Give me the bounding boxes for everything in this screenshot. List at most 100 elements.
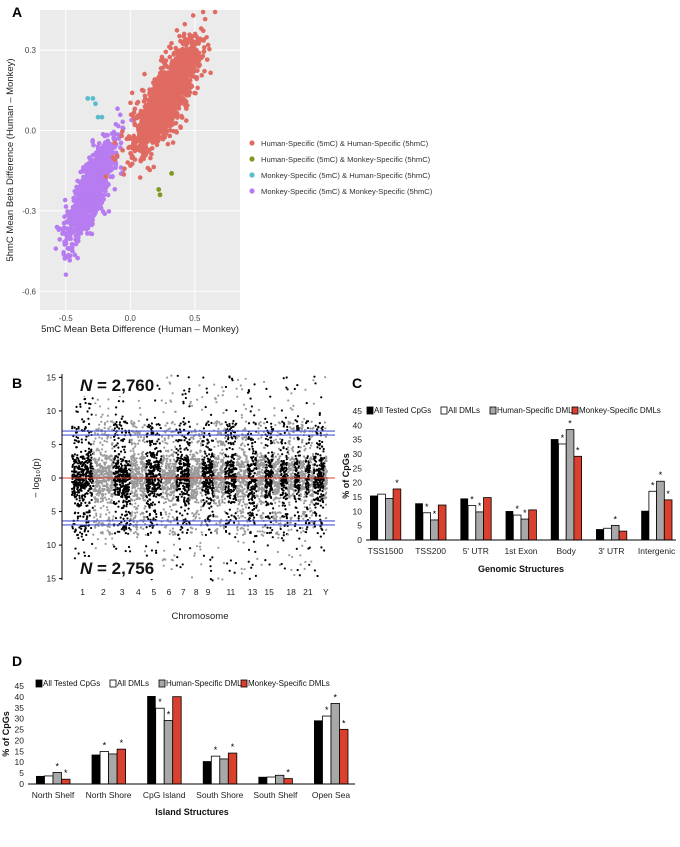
panel-a-point-hh (128, 100, 133, 106)
panel-b-point (121, 493, 124, 496)
panel-b-point (100, 415, 103, 419)
panel-b-point (76, 473, 79, 476)
panel-b-point (124, 500, 127, 503)
panel-b-point (161, 559, 164, 562)
panel-b-point (131, 459, 134, 462)
panel-b-point (70, 493, 74, 496)
panel-b-point (147, 533, 150, 537)
panel-b-point (75, 498, 78, 501)
panel-b-point (155, 446, 158, 450)
panel-b-point (145, 554, 148, 557)
panel-b-point (155, 453, 159, 457)
panel-b-point (120, 460, 123, 463)
panel-a-point-mm (62, 197, 68, 203)
panel-b-point (76, 491, 79, 494)
panel-a-point-hh (157, 74, 162, 80)
panel-a-point-hh (158, 58, 164, 63)
panel-a-point-mm (93, 209, 98, 215)
panel-a-point-hh (138, 140, 144, 146)
panel-b-point (164, 401, 167, 405)
panel-b-point (87, 417, 90, 420)
panel-a-point-hh (169, 116, 175, 122)
panel-b-point (86, 468, 89, 471)
panel-b-point (168, 427, 172, 430)
panel-a-point-mm (112, 186, 118, 192)
panel-a-point-mm (81, 174, 86, 180)
panel-b-point (94, 480, 97, 484)
panel-b-point (123, 451, 127, 454)
panel-b-point (145, 526, 148, 529)
panel-b-point (79, 531, 82, 534)
panel-a-point-mm (113, 122, 119, 127)
panel-b-point (117, 493, 121, 497)
panel-a-point-hh (121, 172, 127, 177)
panel-b-point (171, 392, 174, 395)
panel-b-point (85, 518, 88, 521)
panel-b-point (141, 474, 144, 478)
panel-b-point (134, 445, 137, 448)
panel-a-point-mm (97, 197, 102, 203)
panel-b-point (83, 554, 87, 557)
panel-b-point (129, 497, 132, 500)
panel-b-point (152, 442, 155, 445)
panel-a-point-hh (132, 121, 137, 126)
panel-b-point (78, 480, 81, 484)
panel-a-legend-marker-0 (249, 140, 255, 146)
panel-a-point-hh (171, 89, 177, 94)
panel-b-point (125, 473, 128, 477)
panel-b-point (81, 470, 84, 473)
panel-a-point-mm (120, 125, 125, 131)
panel-b-point (113, 445, 116, 448)
panel-b-letter: B (12, 375, 22, 391)
panel-b-point (127, 486, 131, 489)
panel-b-point (149, 521, 153, 524)
panel-b-point (117, 453, 120, 456)
panel-b-point (161, 462, 164, 466)
panel-b-point (87, 511, 90, 514)
panel-b-point (90, 462, 93, 465)
panel-a-point-hh (129, 90, 135, 96)
panel-b-point (155, 515, 158, 518)
panel-b-point (158, 460, 161, 464)
panel-a-point-hh (179, 70, 184, 75)
panel-b-point (125, 513, 129, 516)
panel-a-point-mm (90, 166, 96, 171)
panel-b-point (158, 472, 161, 476)
panel-b-point (107, 489, 110, 493)
panel-b-point (137, 533, 140, 536)
panel-b-point (134, 502, 137, 505)
panel-a-point-hh (140, 151, 146, 156)
panel-b-point (145, 465, 148, 468)
panel-b-point (124, 421, 127, 424)
panel-a-point-mm (88, 213, 94, 219)
panel-a-point-mm (84, 164, 90, 170)
panel-b-point (141, 450, 145, 454)
panel-b-point (94, 432, 97, 435)
panel-b-point (111, 489, 114, 492)
panel-b-point (135, 528, 138, 531)
panel-b-point (73, 426, 76, 429)
panel-a-point-hh (185, 88, 191, 94)
panel-b-point (156, 432, 159, 435)
panel-b-point (124, 480, 127, 483)
panel-b-point (97, 449, 100, 452)
panel-b-point (93, 484, 97, 488)
panel-b-point (129, 449, 132, 452)
panel-b-point (130, 503, 134, 506)
panel-b-point (96, 463, 99, 466)
panel-b-point (122, 400, 125, 403)
panel-a-point-mm (83, 194, 89, 200)
panel-b-point (96, 469, 99, 472)
panel-b-point (77, 440, 81, 443)
panel-b-point (153, 466, 156, 469)
panel-a-point-hh (134, 136, 139, 141)
panel-b-point (101, 487, 104, 490)
panel-b-point (143, 436, 146, 439)
panel-b-point (101, 413, 104, 416)
panel-b-point (129, 438, 132, 441)
panel-b-point (80, 485, 83, 488)
panel-b-point (164, 449, 168, 453)
panel-b-point (172, 481, 175, 485)
panel-b-point (122, 473, 125, 476)
panel-b-point (166, 442, 169, 445)
